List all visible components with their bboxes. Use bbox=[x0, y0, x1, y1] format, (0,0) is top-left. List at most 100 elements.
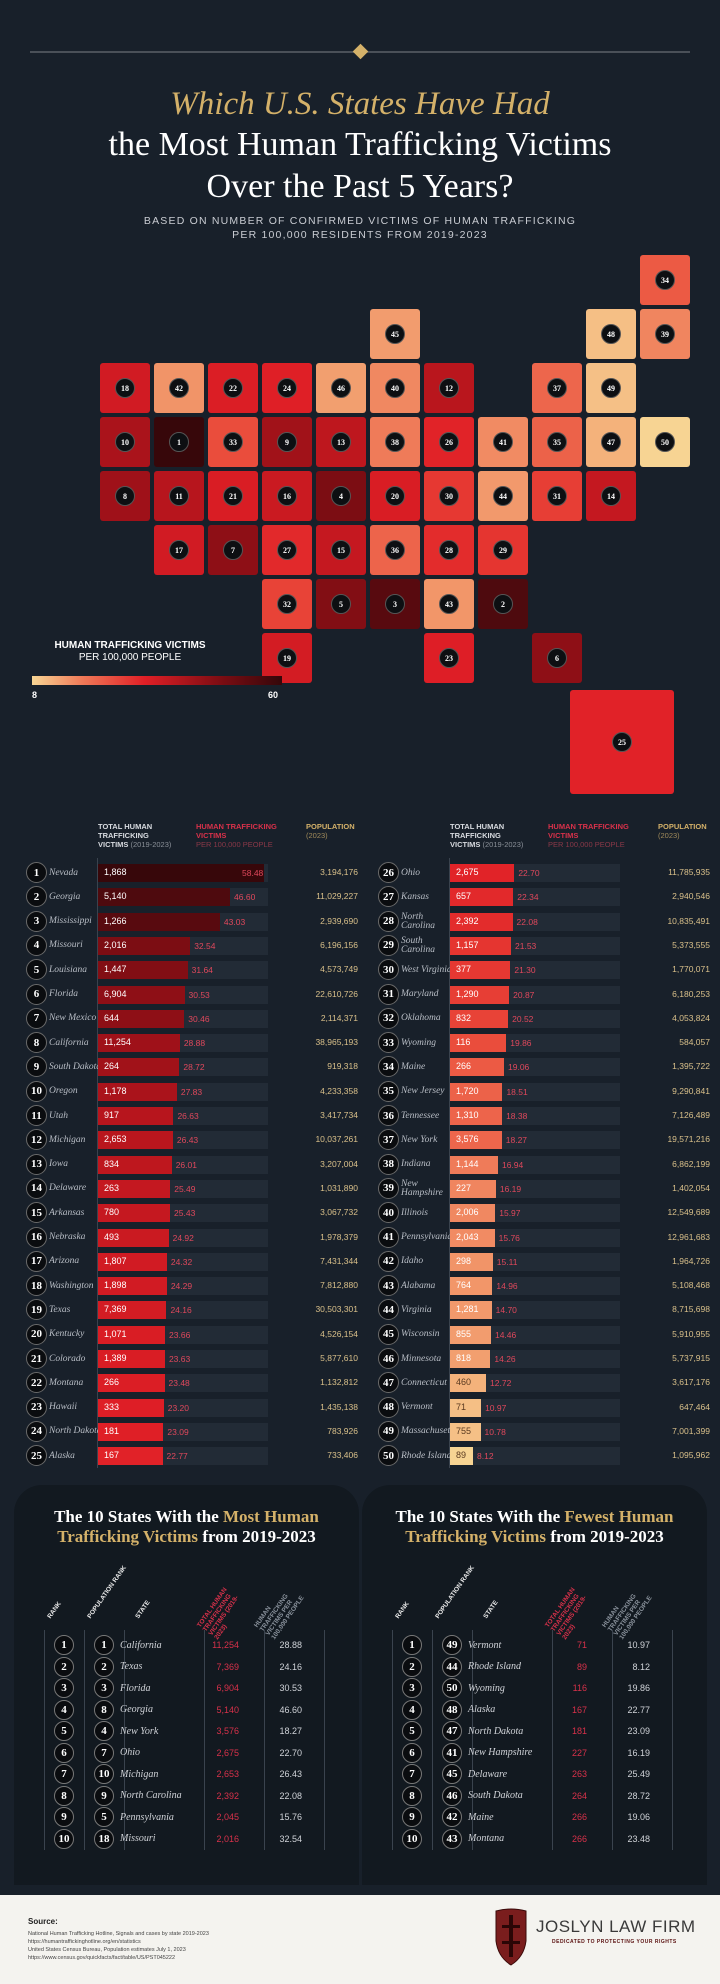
rank-badge: 17 bbox=[26, 1250, 47, 1272]
map-rank-badge: 39 bbox=[655, 324, 675, 344]
rate-value: 23.48 bbox=[627, 1833, 650, 1844]
map-state-maine: 34 bbox=[640, 255, 690, 305]
source-link[interactable]: https://humantraffickinghotline.org/en/s… bbox=[28, 1939, 141, 1945]
rate-value: 14.70 bbox=[495, 1305, 517, 1316]
map-state-illinois: 40 bbox=[370, 363, 420, 413]
bar-track: 2,043 15.76 bbox=[450, 1228, 620, 1247]
population-rank-badge: 49 bbox=[442, 1635, 462, 1655]
state-name: Ohio bbox=[120, 1747, 140, 1758]
rate-value: 24.32 bbox=[170, 1256, 193, 1267]
state-name: Tennessee bbox=[401, 1110, 440, 1121]
population-rank-badge: 5 bbox=[94, 1807, 114, 1827]
rate-value: 22.70 bbox=[279, 1747, 302, 1758]
total-victims: 2,043 bbox=[456, 1231, 479, 1242]
table-row: 12 Michigan 2,653 26.43 10,037,261 bbox=[0, 1129, 720, 1151]
table-row: 35 New Jersey 1,720 18.51 9,290,841 bbox=[0, 1080, 720, 1103]
population-rank-badge: 50 bbox=[442, 1678, 462, 1698]
map-rank-badge: 2 bbox=[493, 594, 513, 614]
map-rank-badge: 29 bbox=[493, 540, 513, 560]
legend-color-scale bbox=[32, 676, 282, 685]
rate-bar bbox=[450, 912, 513, 931]
map-state-colorado: 21 bbox=[208, 471, 258, 521]
population-rank-badge: 7 bbox=[94, 1742, 114, 1763]
bar-track: 7,369 24.16 bbox=[98, 1301, 268, 1320]
col-header-state: STATE bbox=[134, 1599, 152, 1620]
total-victims: 11,254 bbox=[104, 1037, 131, 1048]
rate-value: 26.43 bbox=[176, 1135, 199, 1146]
population: 1,402,054 bbox=[672, 1182, 710, 1193]
source-link[interactable]: https://www.census.gov/quickfacts/fact/t… bbox=[28, 1955, 176, 1961]
header-text: TOTAL HUMAN TRAFFICKING bbox=[98, 822, 153, 840]
total-victims: 2,016 bbox=[216, 1833, 239, 1844]
population-rank-badge: 43 bbox=[442, 1828, 462, 1849]
rank-badge: 10 bbox=[26, 1080, 47, 1102]
rate-bar bbox=[98, 1422, 164, 1441]
rank-badge: 16 bbox=[26, 1226, 47, 1248]
map-rank-badge: 17 bbox=[169, 540, 189, 560]
header-text: POPULATION bbox=[658, 822, 707, 831]
map-state-nebraska: 16 bbox=[262, 471, 312, 521]
table-row: 50 Rhode Island 89 8.12 1,095,962 bbox=[0, 1445, 720, 1467]
bar-track: 2,016 32.54 bbox=[98, 936, 268, 955]
state-name: Wisconsin bbox=[401, 1329, 440, 1340]
col-header-total: TOTAL HUMAN TRAFFICKING VICTIMS (2019-202… bbox=[98, 822, 178, 849]
state-name: Idaho bbox=[401, 1256, 424, 1267]
state-name: Alaska bbox=[468, 1704, 496, 1715]
rate-value: 22.08 bbox=[516, 916, 538, 927]
rate-bar bbox=[98, 1131, 173, 1150]
column-divider bbox=[264, 1630, 265, 1850]
rate-bar bbox=[450, 1107, 503, 1125]
bar-track: 89 8.12 bbox=[450, 1447, 620, 1466]
population: 1,770,071 bbox=[672, 964, 710, 975]
total-victims: 2,653 bbox=[104, 1134, 127, 1145]
population-rank-badge: 2 bbox=[94, 1656, 114, 1677]
most-victims-panel: The 10 States With the Most Human Traffi… bbox=[14, 1485, 359, 1885]
total-victims: 1,389 bbox=[104, 1353, 127, 1363]
bar-track: 1,310 18.38 bbox=[450, 1107, 620, 1125]
state-name: Indiana bbox=[401, 1159, 431, 1170]
total-victims: 167 bbox=[104, 1450, 120, 1461]
population: 2,939,690 bbox=[320, 915, 358, 926]
total-victims: 377 bbox=[456, 964, 472, 975]
rate-value: 10.97 bbox=[627, 1640, 650, 1650]
rate-value: 28.72 bbox=[183, 1062, 205, 1073]
map-state-north-carolina: 28 bbox=[424, 525, 474, 575]
state-name: Maine bbox=[468, 1811, 494, 1823]
rate-value: 10.78 bbox=[484, 1426, 506, 1437]
subtitle-line-1: BASED ON NUMBER OF CONFIRMED VICTIMS OF … bbox=[143, 215, 577, 227]
table-row: 5 Louisiana 1,447 31.64 4,573,749 bbox=[0, 959, 720, 981]
rate-value: 25.43 bbox=[174, 1208, 196, 1219]
map-rank-badge: 50 bbox=[655, 432, 675, 452]
map-state-arizona: 17 bbox=[154, 525, 204, 575]
total-victims: 11,254 bbox=[212, 1640, 239, 1650]
population: 5,910,955 bbox=[672, 1328, 710, 1339]
total-victims: 116 bbox=[456, 1037, 471, 1048]
header-text: (2023) bbox=[306, 831, 328, 840]
table-row: 7 45 Delaware 263 25.49 bbox=[362, 1764, 707, 1785]
state-name: Minnesota bbox=[401, 1353, 442, 1364]
population-rank-badge: 46 bbox=[442, 1785, 462, 1806]
population: 4,573,749 bbox=[320, 964, 358, 975]
map-rank-badge: 4 bbox=[331, 486, 351, 506]
rank-badge: 8 bbox=[402, 1785, 422, 1806]
source-line: National Human Trafficking Hotline, Sign… bbox=[28, 1931, 209, 1937]
rank-badge: 9 bbox=[54, 1807, 74, 1827]
col-header-rate: HUMAN TRAFFICKING VICTIMS PER 100,000 PEO… bbox=[196, 822, 286, 849]
total-victims: 2,675 bbox=[216, 1747, 239, 1758]
rank-badge: 34 bbox=[378, 1056, 399, 1078]
rate-value: 10.97 bbox=[485, 1402, 507, 1413]
rank-badge: 9 bbox=[26, 1056, 47, 1078]
rank-badge: 37 bbox=[378, 1129, 399, 1151]
table-row: 6 7 Ohio 2,675 22.70 bbox=[14, 1742, 359, 1764]
column-divider bbox=[432, 1630, 433, 1850]
bar-track: 333 23.20 bbox=[98, 1398, 268, 1417]
total-victims: 264 bbox=[571, 1790, 587, 1801]
population-rank-badge: 4 bbox=[94, 1721, 114, 1741]
total-victims: 1,720 bbox=[456, 1085, 479, 1096]
total-victims: 1,266 bbox=[104, 915, 127, 926]
state-name: Texas bbox=[120, 1661, 143, 1672]
rank-badge: 48 bbox=[378, 1396, 399, 1418]
rate-value: 21.30 bbox=[514, 965, 536, 976]
rate-value: 24.16 bbox=[279, 1661, 302, 1672]
header-text: VICTIMS (2019-2023) bbox=[450, 840, 524, 849]
